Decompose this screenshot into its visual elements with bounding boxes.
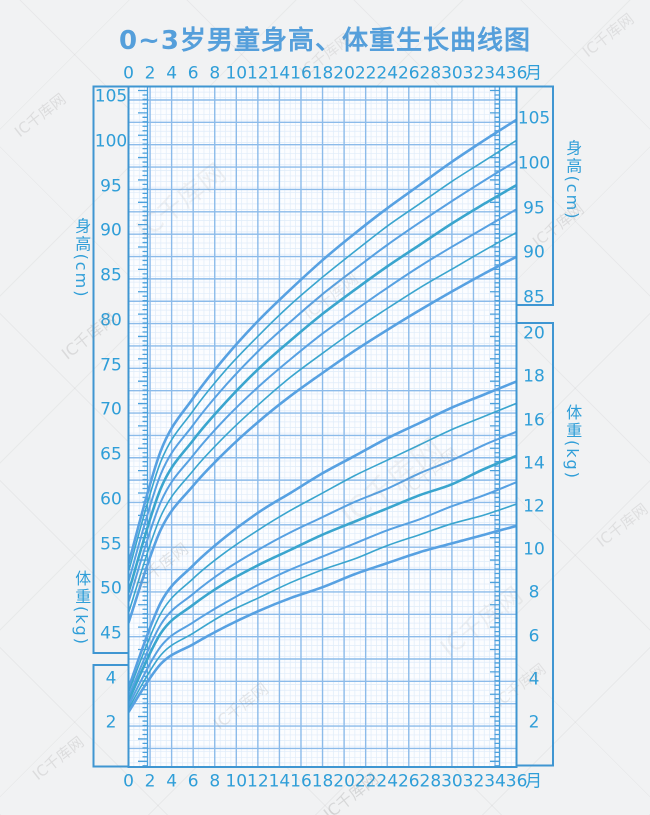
right-height-tick-label: 90 xyxy=(523,242,545,263)
top-month-tick-label: 24 xyxy=(376,63,399,84)
weight-curve-7-bottom xyxy=(128,524,517,714)
height-curve-2 xyxy=(128,139,517,573)
bottom-month-tick-label: 34 xyxy=(484,771,506,792)
right-weight-tick-label: 16 xyxy=(523,410,545,431)
height-curve-6 xyxy=(128,231,517,614)
bottom-month-tick-label: 18 xyxy=(311,771,334,792)
left-weight-tick-label: 4 xyxy=(105,668,117,689)
left-height-tick-label: 100 xyxy=(94,131,128,152)
bottom-month-tick-label: 36 xyxy=(505,771,528,792)
left-height-tick-label: 80 xyxy=(100,310,122,331)
bottom-month-tick-label: 2 xyxy=(144,771,156,792)
weight-curve-3 xyxy=(128,430,517,698)
top-month-tick-label: 22 xyxy=(354,63,377,84)
left-weight-axis-title: 体重(kg) xyxy=(72,570,92,646)
top-month-tick-label: 8 xyxy=(209,63,221,84)
top-month-tick-label: 26 xyxy=(397,63,420,84)
bottom-month-tick-label: 24 xyxy=(376,771,399,792)
right-weight-tick-label: 10 xyxy=(523,539,545,560)
top-month-tick-label: 0 xyxy=(123,63,134,84)
left-height-axis-title: 身高(cm) xyxy=(72,217,92,299)
bottom-month-tick-label: 8 xyxy=(209,771,221,792)
top-month-tick-label: 34 xyxy=(484,63,506,84)
left-height-tick-label: 55 xyxy=(100,534,122,554)
left-height-scale-box xyxy=(92,85,130,654)
bottom-month-tick-label: 32 xyxy=(462,771,485,792)
bottom-month-tick-label: 16 xyxy=(290,771,312,792)
right-weight-tick-label: 18 xyxy=(523,366,545,387)
right-height-axis-title: 身高(cm) xyxy=(563,139,583,221)
left-height-tick-label: 75 xyxy=(100,355,122,375)
right-weight-tick-label: 12 xyxy=(523,496,545,517)
right-weight-scale-box xyxy=(515,322,554,767)
weight-curve-5 xyxy=(128,481,517,707)
right-weight-tick-label: 8 xyxy=(528,582,540,603)
left-height-tick-label: 50 xyxy=(100,578,122,599)
bottom-month-tick-label: 10 xyxy=(225,771,248,792)
bottom-month-tick-label: 28 xyxy=(419,771,442,792)
ruler-column-1 xyxy=(138,86,149,767)
left-height-tick-label: 70 xyxy=(100,399,122,420)
left-height-tick-label: 85 xyxy=(100,265,122,286)
bottom-month-tick-label: 26 xyxy=(397,771,420,792)
bottom-month-unit-label: 月 xyxy=(525,771,543,792)
chart-title: 0~3岁男童身高、体重生长曲线图 xyxy=(119,26,531,56)
top-month-tick-label: 18 xyxy=(311,63,334,84)
top-month-tick-label: 30 xyxy=(441,63,463,84)
height-curve-3 xyxy=(128,159,517,583)
top-month-unit-label: 月 xyxy=(525,63,543,84)
left-height-tick-label: 60 xyxy=(100,489,122,510)
right-weight-tick-label: 4 xyxy=(528,669,540,690)
weight-curve-1-top xyxy=(128,380,517,690)
top-month-tick-label: 6 xyxy=(187,63,199,84)
left-height-tick-label: 45 xyxy=(100,623,122,644)
right-weight-tick-label: 20 xyxy=(523,323,545,344)
left-weight-scale-box xyxy=(92,664,130,768)
left-height-tick-label: 95 xyxy=(100,176,122,196)
bottom-month-tick-label: 30 xyxy=(441,771,463,792)
top-month-tick-label: 14 xyxy=(268,63,291,84)
right-weight-tick-label: 6 xyxy=(528,626,540,647)
top-month-tick-label: 20 xyxy=(333,63,355,84)
top-month-tick-label: 16 xyxy=(290,63,312,84)
left-height-tick-label: 105 xyxy=(94,86,128,107)
left-height-tick-label: 90 xyxy=(100,220,122,241)
right-height-tick-label: 105 xyxy=(517,108,551,129)
weight-curve-4-middle xyxy=(128,454,517,703)
left-height-tick-label: 65 xyxy=(100,444,122,465)
height-curve-7-bottom xyxy=(128,255,517,624)
weight-curve-2 xyxy=(128,402,517,694)
right-height-tick-label: 85 xyxy=(523,287,545,308)
right-weight-tick-label: 2 xyxy=(528,712,540,733)
top-month-tick-label: 32 xyxy=(462,63,485,84)
height-curve-1-top xyxy=(128,118,517,565)
right-height-tick-label: 100 xyxy=(517,153,551,174)
right-weight-tick-label: 14 xyxy=(523,453,545,474)
top-month-tick-label: 2 xyxy=(144,63,156,84)
right-height-tick-label: 95 xyxy=(523,198,545,218)
top-month-tick-label: 36 xyxy=(505,63,528,84)
bottom-month-tick-label: 20 xyxy=(333,771,355,792)
bottom-month-tick-label: 12 xyxy=(247,771,269,792)
right-height-scale-box xyxy=(515,85,554,306)
bottom-month-tick-label: 6 xyxy=(187,771,199,792)
height-curve-4-middle xyxy=(128,183,517,594)
height-curve-5 xyxy=(128,208,517,604)
weight-curve-6 xyxy=(128,503,517,710)
top-month-tick-label: 10 xyxy=(225,63,248,84)
top-month-tick-label: 12 xyxy=(247,63,269,84)
top-month-tick-label: 28 xyxy=(419,63,442,84)
bottom-month-tick-label: 4 xyxy=(166,771,178,792)
bottom-month-tick-label: 22 xyxy=(354,771,377,792)
right-weight-axis-title: 体重(kg) xyxy=(563,404,583,480)
bottom-month-tick-label: 14 xyxy=(268,771,291,792)
bottom-month-tick-label: 0 xyxy=(123,771,134,792)
top-month-tick-label: 4 xyxy=(166,63,178,84)
left-weight-tick-label: 2 xyxy=(105,712,117,733)
